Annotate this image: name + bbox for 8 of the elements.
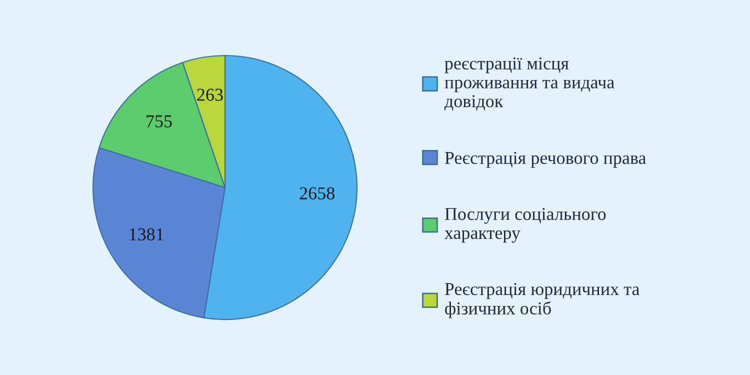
- data-label: 755: [146, 115, 172, 128]
- legend-label: Реєстрація юридичних та фізичних осіб: [444, 283, 640, 318]
- data-label: 1381: [130, 228, 164, 240]
- legend-label: Послуги соціального характеру: [444, 208, 606, 243]
- legend-label: Реєстрація речового права: [444, 152, 646, 168]
- legend-label: реєстрації місця проживання та видача довідок: [444, 57, 614, 111]
- data-label: 263: [197, 88, 223, 101]
- data-label: 2658: [300, 187, 334, 200]
